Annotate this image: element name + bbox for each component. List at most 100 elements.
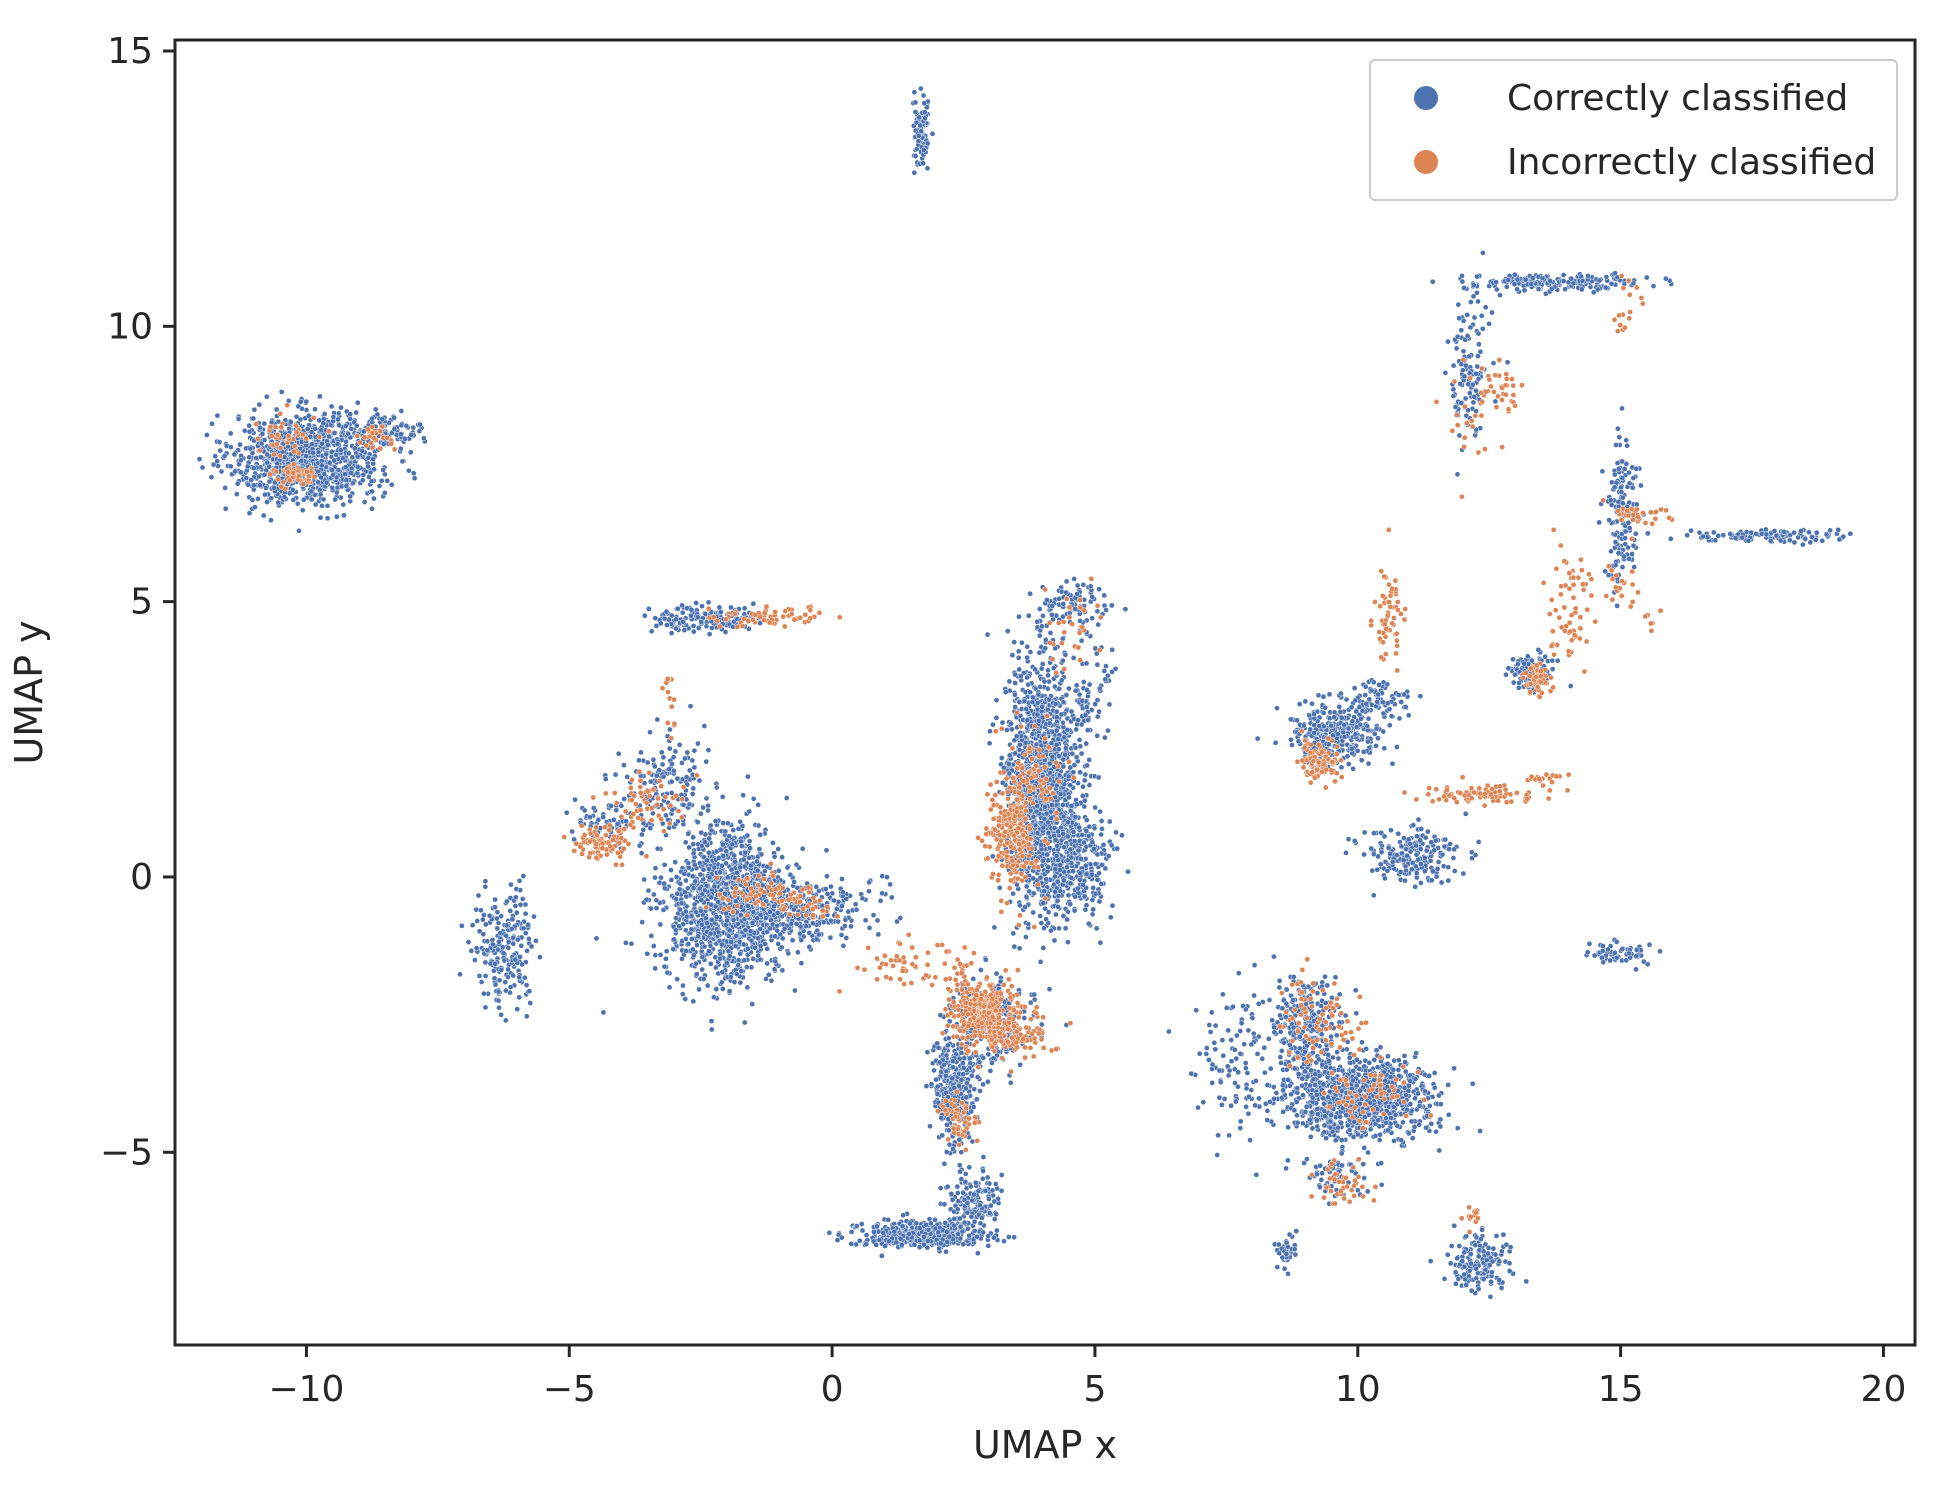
scatter-point — [843, 935, 850, 941]
scatter-point — [658, 874, 664, 881]
scatter-point — [1009, 652, 1016, 659]
scatter-point — [324, 502, 331, 509]
scatter-point — [733, 971, 740, 977]
scatter-point — [641, 876, 648, 883]
scatter-point — [1060, 763, 1067, 770]
scatter-point — [852, 901, 859, 908]
scatter-point — [398, 408, 405, 414]
scatter-point — [1053, 911, 1059, 918]
scatter-point — [1011, 943, 1018, 950]
scatter-point — [920, 147, 927, 153]
scatter-point — [793, 861, 800, 868]
scatter-point — [668, 778, 675, 785]
scatter-point — [397, 445, 404, 452]
scatter-point — [689, 936, 695, 942]
scatter-point — [652, 865, 659, 872]
scatter-point — [305, 412, 312, 419]
scatter-point — [1040, 900, 1047, 906]
scatter-point — [866, 925, 873, 931]
scatter-point — [996, 884, 1003, 891]
scatter-point — [372, 406, 379, 413]
scatter-point — [722, 828, 729, 835]
scatter-point — [615, 750, 622, 757]
scatter-point — [262, 491, 268, 498]
scatter-point — [636, 757, 642, 764]
scatter-point — [1046, 760, 1053, 767]
scatter-point — [870, 912, 877, 918]
scatter-point — [755, 822, 762, 829]
scatter-point — [317, 393, 323, 400]
scatter-point — [492, 896, 498, 903]
scatter-point — [800, 933, 807, 940]
scatter-point — [828, 917, 834, 924]
scatter-point — [503, 922, 510, 929]
scatter-point — [1004, 727, 1010, 733]
scatter-point — [712, 903, 719, 910]
scatter-point — [222, 505, 229, 512]
scatter-point — [491, 967, 497, 974]
scatter-point — [742, 927, 749, 934]
scatter-point — [664, 622, 670, 628]
scatter-point — [513, 886, 520, 892]
scatter-point — [662, 885, 668, 892]
scatter-point — [241, 427, 248, 434]
scatter-point — [689, 791, 696, 797]
scatter-point — [673, 915, 679, 922]
scatter-point — [331, 457, 337, 464]
scatter-point — [1050, 665, 1057, 671]
scatter-point — [833, 906, 840, 912]
scatter-point — [1026, 888, 1033, 895]
scatter-point — [271, 484, 278, 491]
scatter-point — [693, 971, 700, 977]
scatter-point — [1052, 701, 1059, 707]
scatter-point — [989, 853, 996, 860]
scatter-point — [859, 895, 866, 902]
scatter-point — [705, 802, 711, 809]
scatter-point — [639, 919, 646, 925]
scatter-point — [719, 862, 725, 869]
scatter-point — [699, 966, 706, 973]
scatter-point — [646, 606, 652, 612]
scatter-point — [680, 801, 687, 808]
scatter-point — [679, 956, 685, 962]
scatter-point — [1013, 733, 1020, 740]
scatter-point — [686, 864, 692, 871]
scatter-point — [380, 467, 386, 473]
scatter-point — [707, 930, 714, 937]
scatter-point — [519, 961, 525, 968]
scatter-point — [726, 953, 733, 959]
scatter-point — [699, 921, 705, 928]
scatter-point — [779, 854, 785, 861]
scatter-point — [1056, 753, 1062, 759]
scatter-point — [815, 931, 822, 938]
scatter-point — [323, 479, 330, 486]
scatter-point — [250, 465, 257, 471]
scatter-point — [740, 792, 747, 799]
scatter-point — [245, 481, 252, 488]
scatter-point — [691, 861, 698, 868]
scatter-point — [1036, 649, 1043, 656]
scatter-point — [1002, 689, 1009, 695]
scatter-point — [744, 832, 751, 839]
scatter-point — [757, 943, 764, 949]
scatter-point — [342, 464, 349, 470]
scatter-point — [233, 491, 240, 497]
scatter-point — [1080, 783, 1086, 790]
scatter-point — [711, 864, 718, 871]
scatter-point — [922, 115, 928, 122]
scatter-point — [1077, 769, 1083, 776]
scatter-point — [654, 845, 661, 852]
scatter-point — [752, 944, 758, 951]
scatter-point — [1071, 762, 1078, 768]
scatter-point — [1024, 674, 1030, 681]
scatter-point — [779, 967, 786, 974]
scatter-point — [668, 867, 674, 873]
scatter-point — [1086, 782, 1093, 788]
scatter-point — [820, 919, 827, 925]
scatter-point — [648, 628, 655, 635]
scatter-point — [1006, 678, 1013, 685]
scatter-point — [331, 430, 338, 436]
scatter-point — [986, 740, 993, 747]
scatter-point — [1069, 750, 1076, 757]
